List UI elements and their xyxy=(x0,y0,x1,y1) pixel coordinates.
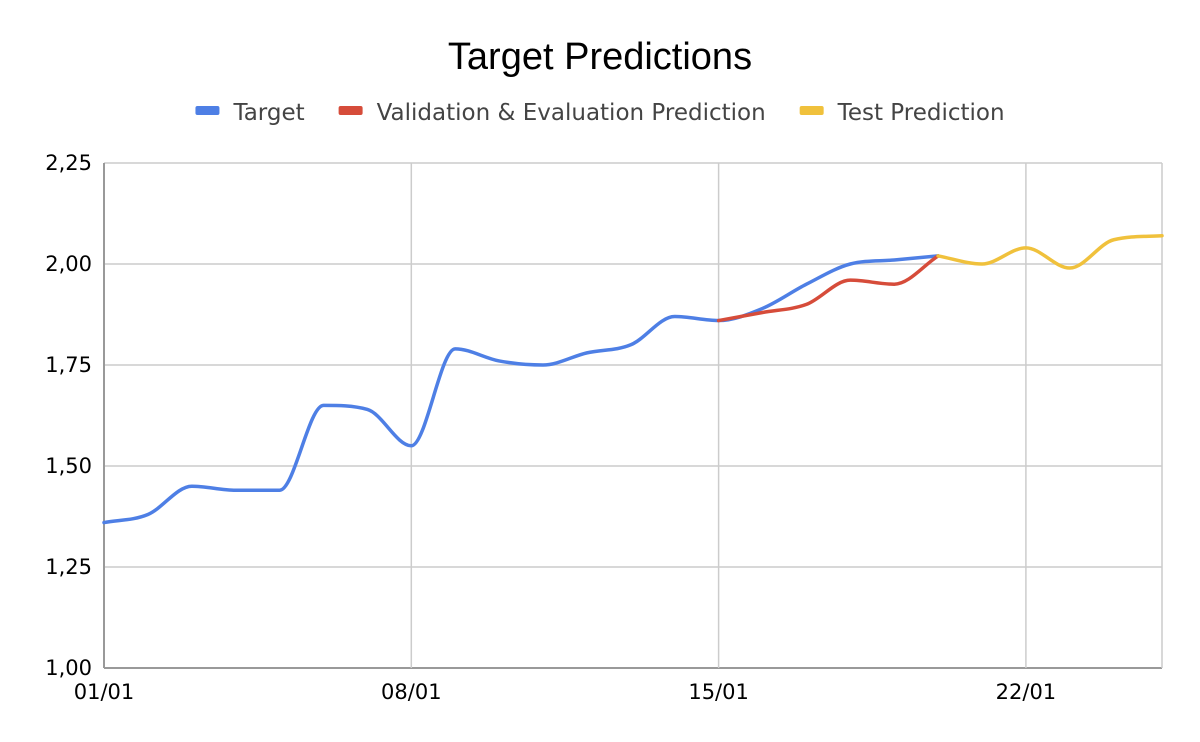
legend-label: Target xyxy=(232,100,304,126)
series-line-target xyxy=(102,254,940,525)
series-line-validation-evaluation-prediction xyxy=(716,254,940,323)
y-tick-label: 1,25 xyxy=(45,555,92,579)
series-line-test-prediction xyxy=(936,233,1164,270)
legend-item-test-prediction: Test Prediction xyxy=(799,100,1005,126)
gridlines xyxy=(103,162,1163,669)
legend-swatch xyxy=(195,106,220,115)
legend-item-target: Target xyxy=(195,100,305,126)
y-tick-label: 2,00 xyxy=(45,252,92,276)
y-tick-label: 1,75 xyxy=(45,353,92,377)
legend-swatch xyxy=(799,106,824,115)
x-tick-label: 01/01 xyxy=(74,680,135,704)
y-axis-ticks: 1,00 1,25 1,50 1,75 2,00 2,25 xyxy=(45,151,92,680)
y-tick-label: 2,25 xyxy=(45,151,92,175)
legend-label: Test Prediction xyxy=(837,100,1005,126)
y-tick-label: 1,00 xyxy=(45,656,92,680)
x-tick-label: 22/01 xyxy=(996,680,1057,704)
x-tick-label: 15/01 xyxy=(688,680,749,704)
series-lines xyxy=(102,233,1164,525)
y-tick-label: 1,50 xyxy=(45,454,92,478)
legend-item-validation-evaluation-prediction: Validation & Evaluation Prediction xyxy=(338,100,766,126)
chart-title: Target Predictions xyxy=(448,36,752,78)
x-axis-ticks: 01/01 08/01 15/01 22/01 xyxy=(74,680,1056,704)
x-tick-label: 08/01 xyxy=(381,680,442,704)
legend-label: Validation & Evaluation Prediction xyxy=(377,100,766,126)
legend: Target Validation & Evaluation Prediction… xyxy=(195,100,1005,126)
legend-swatch xyxy=(338,106,363,115)
